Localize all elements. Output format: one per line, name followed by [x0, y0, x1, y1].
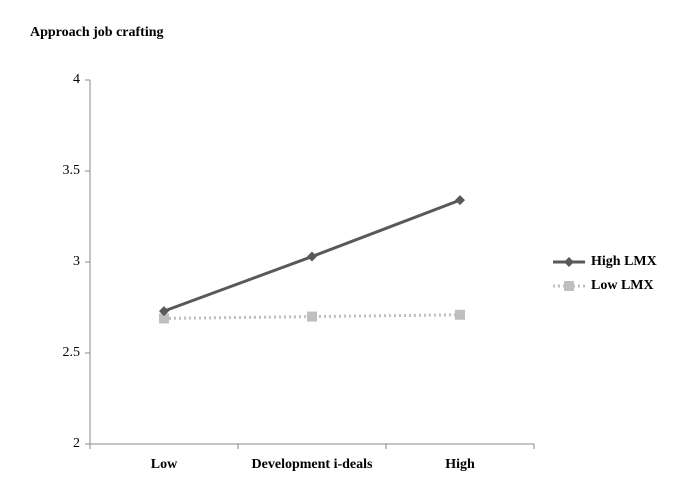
legend-label: Low LMX [591, 278, 654, 293]
legend-label: High LMX [591, 254, 657, 269]
y-tick-label: 4 [73, 72, 80, 87]
series-line [163, 313, 461, 320]
y-tick-label: 2.5 [63, 345, 81, 360]
x-tick-label: Low [151, 457, 178, 472]
x-tick-label: High [445, 457, 475, 472]
data-point [307, 251, 317, 262]
data-point [455, 309, 465, 320]
legend-marker [564, 281, 574, 291]
data-point [159, 306, 169, 317]
chart-title: Approach job crafting [30, 25, 164, 40]
y-tick-label: 3 [73, 254, 80, 269]
y-tick-label: 2 [73, 436, 80, 451]
data-point [307, 311, 317, 322]
y-tick-label: 3.5 [63, 163, 81, 178]
data-point [159, 313, 169, 324]
data-point [455, 195, 465, 206]
legend-marker [564, 257, 574, 267]
x-tick-label: Development i-deals [252, 457, 373, 472]
